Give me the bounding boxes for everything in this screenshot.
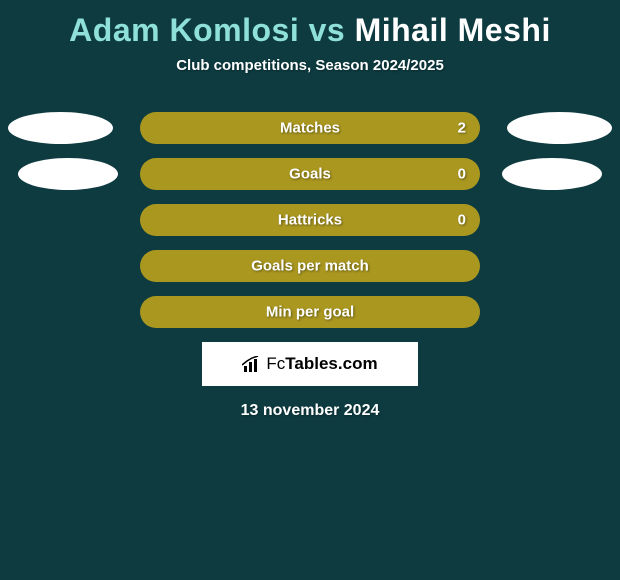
brand-tables: Tables	[285, 354, 338, 373]
left-ellipse-icon	[18, 158, 118, 190]
page-title: Adam Komlosi vs Mihail Meshi	[0, 0, 620, 49]
stat-row: Min per goal	[0, 296, 620, 328]
date-text: 13 november 2024	[0, 402, 620, 420]
stat-value-right: 2	[458, 120, 466, 137]
stat-rows: Matches 2 Goals 0 Hattricks 0	[0, 112, 620, 328]
bar-fill: Min per goal	[140, 296, 480, 328]
stat-value-right: 0	[458, 212, 466, 229]
bar-fill: Goals per match	[140, 250, 480, 282]
stat-label: Goals	[289, 166, 331, 183]
stat-label: Matches	[280, 120, 340, 137]
stat-label: Min per goal	[266, 304, 354, 321]
stat-row: Hattricks 0	[0, 204, 620, 236]
stat-bar: Goals 0	[140, 158, 480, 190]
right-ellipse-icon	[502, 158, 602, 190]
brand-text: FcTables.com	[242, 354, 377, 374]
stat-bar: Goals per match	[140, 250, 480, 282]
player2-name: Mihail Meshi	[355, 12, 551, 48]
chart-icon	[242, 356, 262, 372]
left-ellipse-icon	[8, 112, 113, 144]
brand-badge: FcTables.com	[202, 342, 418, 386]
stat-bar: Matches 2	[140, 112, 480, 144]
bar-fill: Goals 0	[140, 158, 480, 190]
stat-label: Hattricks	[278, 212, 342, 229]
bar-fill: Hattricks 0	[140, 204, 480, 236]
right-ellipse-icon	[507, 112, 612, 144]
subtitle: Club competitions, Season 2024/2025	[0, 57, 620, 74]
stat-row: Goals 0	[0, 158, 620, 190]
stat-row: Matches 2	[0, 112, 620, 144]
stat-label: Goals per match	[251, 258, 369, 275]
bar-fill: Matches 2	[140, 112, 480, 144]
stat-value-right: 0	[458, 166, 466, 183]
brand-fc: Fc	[266, 354, 285, 373]
vs-separator: vs	[299, 12, 354, 48]
stat-bar: Hattricks 0	[140, 204, 480, 236]
brand-dotcom: .com	[338, 354, 378, 373]
player1-name: Adam Komlosi	[69, 12, 299, 48]
stat-bar: Min per goal	[140, 296, 480, 328]
comparison-infographic: Adam Komlosi vs Mihail Meshi Club compet…	[0, 0, 620, 580]
stat-row: Goals per match	[0, 250, 620, 282]
